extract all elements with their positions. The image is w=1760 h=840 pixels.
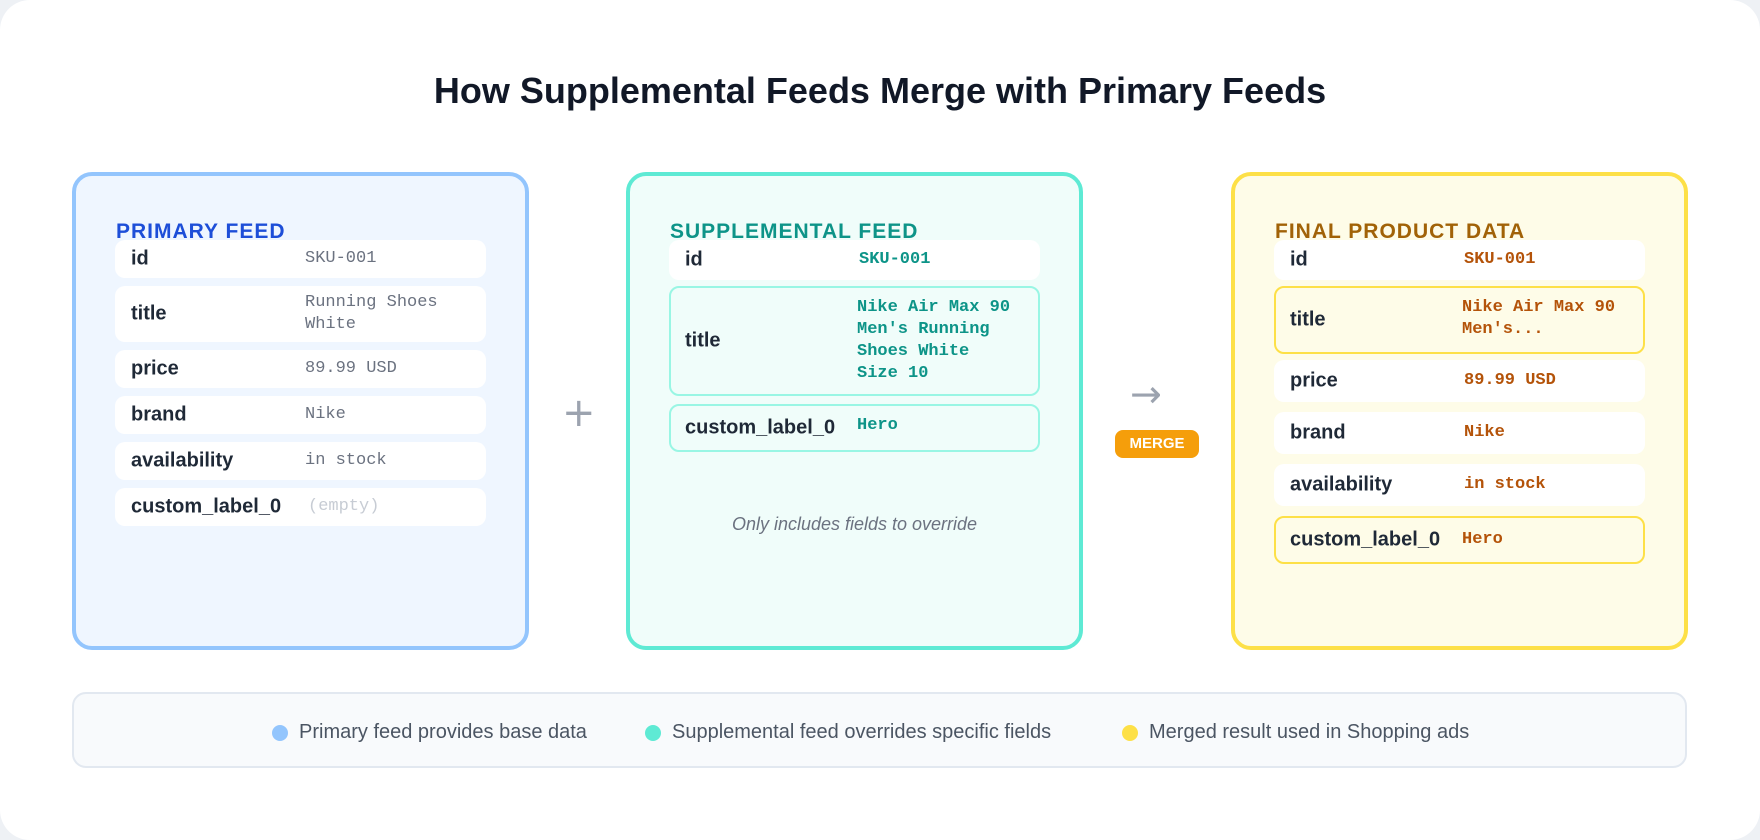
field-value: SKU-001 [859, 250, 931, 269]
field-name: id [1290, 248, 1308, 271]
field-name: price [131, 357, 179, 380]
primary-row-id: id SKU-001 [115, 240, 486, 278]
supplemental-feed-heading: SUPPLEMENTAL FEED [670, 220, 919, 243]
primary-row-custom-label: custom_label_0 (empty) [115, 488, 486, 526]
final-row-title: title Nike Air Max 90 Men's... [1274, 286, 1645, 354]
field-value: in stock [305, 451, 387, 470]
arrow-right-icon: → [1130, 372, 1162, 416]
field-value: (empty) [308, 497, 380, 516]
supplemental-note: Only includes fields to override [731, 514, 978, 534]
legend-dot-merged [1122, 725, 1138, 741]
field-value: SKU-001 [305, 249, 377, 268]
final-row-id: id SKU-001 [1274, 240, 1645, 280]
field-value: Nike [305, 405, 346, 424]
final-row-custom-label: custom_label_0 Hero [1274, 516, 1645, 564]
field-value: Nike Air Max 90 Men's Running Shoes Whit… [857, 298, 1011, 383]
page-title: How Supplemental Feeds Merge with Primar… [433, 70, 1327, 111]
final-product-panel: FINAL PRODUCT DATA id SKU-001 title Nike… [1231, 172, 1688, 650]
field-name: custom_label_0 [131, 495, 282, 518]
supplemental-row-custom-label: custom_label_0 Hero [669, 404, 1040, 452]
primary-feed-panel: PRIMARY FEED id SKU-001 title Running Sh… [72, 172, 529, 650]
field-name: availability [131, 449, 234, 472]
legend-item-merged: Merged result used in Shopping ads [1149, 721, 1470, 743]
primary-row-availability: availability in stock [115, 442, 486, 480]
field-value: in stock [1464, 475, 1546, 494]
final-row-price: price 89.99 USD [1274, 360, 1645, 402]
field-value: Nike Air Max 90 Men's... [1462, 298, 1616, 339]
field-value: Hero [857, 416, 898, 435]
field-name: brand [1290, 421, 1346, 444]
plus-icon: + [562, 390, 596, 436]
supplemental-row-title: title Nike Air Max 90 Men's Running Shoe… [669, 286, 1040, 396]
legend-item-primary: Primary feed provides base data [299, 721, 587, 743]
field-name: id [685, 248, 703, 271]
field-name: id [131, 247, 149, 270]
legend-dot-supplemental [645, 725, 661, 741]
final-row-brand: brand Nike [1274, 412, 1645, 454]
primary-row-brand: brand Nike [115, 396, 486, 434]
field-name: brand [131, 403, 187, 426]
primary-row-price: price 89.99 USD [115, 350, 486, 388]
supplemental-row-id: id SKU-001 [669, 240, 1040, 280]
field-name: custom_label_0 [1290, 528, 1441, 551]
legend-item-supplemental: Supplemental feed overrides specific fie… [672, 721, 1052, 743]
field-name: title [1290, 308, 1326, 331]
field-value: Hero [1462, 530, 1503, 549]
final-product-heading: FINAL PRODUCT DATA [1275, 220, 1526, 243]
field-value: Running Shoes White [305, 293, 438, 334]
field-name: title [131, 302, 167, 325]
field-name: title [685, 329, 721, 352]
merge-badge: MERGE [1115, 430, 1199, 458]
field-name: custom_label_0 [685, 416, 836, 439]
field-value: SKU-001 [1464, 250, 1536, 269]
field-value: Nike [1464, 423, 1505, 442]
final-row-availability: availability in stock [1274, 464, 1645, 506]
field-name: availability [1290, 473, 1393, 496]
field-name: price [1290, 369, 1338, 392]
field-value: 89.99 USD [305, 359, 397, 378]
supplemental-feed-panel: SUPPLEMENTAL FEED id SKU-001 title Nike … [626, 172, 1083, 650]
legend: Primary feed provides base data Suppleme… [72, 692, 1687, 768]
field-value: 89.99 USD [1464, 371, 1556, 390]
primary-row-title: title Running Shoes White [115, 286, 486, 342]
primary-feed-heading: PRIMARY FEED [116, 220, 286, 243]
legend-dot-primary [272, 725, 288, 741]
